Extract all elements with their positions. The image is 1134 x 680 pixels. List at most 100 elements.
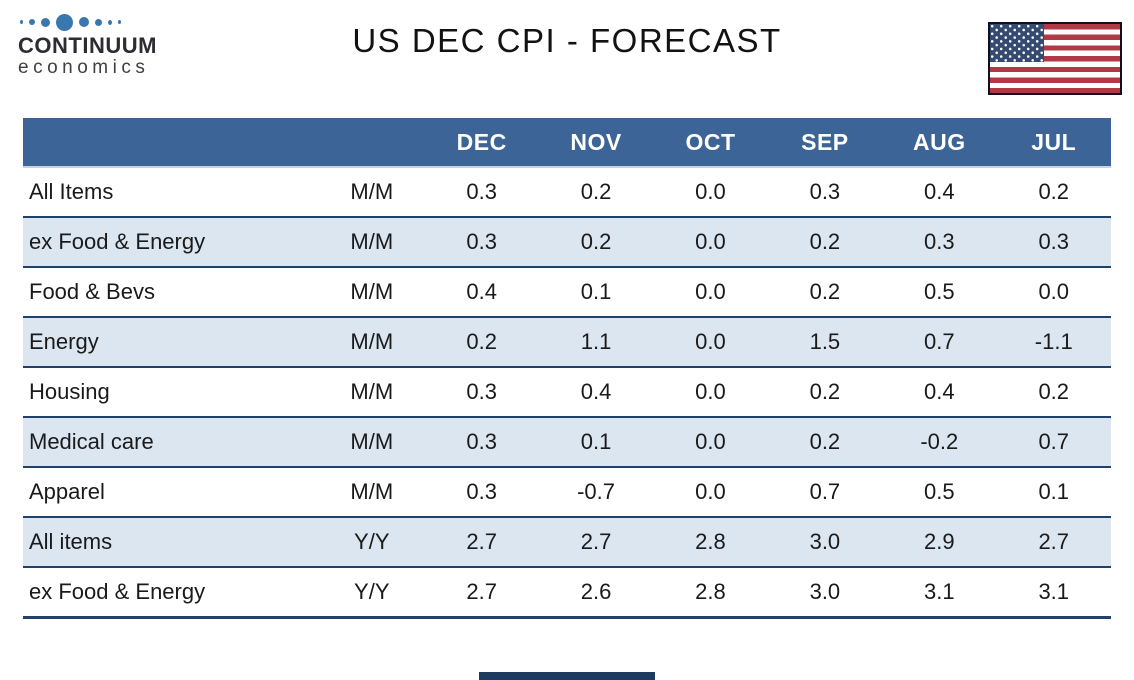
column-header: [319, 118, 425, 167]
cell-value: 0.2: [996, 166, 1111, 217]
row-label: All items: [23, 516, 320, 567]
cell-value: 2.7: [538, 516, 654, 567]
row-label: Housing: [23, 366, 320, 417]
cell-value: 0.1: [996, 466, 1111, 517]
cell-value: 2.7: [424, 516, 539, 567]
cell-value: 0.2: [767, 366, 883, 417]
cell-value: 0.3: [424, 416, 539, 467]
cell-value: 0.3: [996, 216, 1111, 267]
cell-value: 0.0: [653, 366, 768, 417]
cell-value: 0.4: [882, 366, 997, 417]
cell-value: 2.6: [538, 566, 654, 619]
row-basis: M/M: [319, 466, 425, 517]
table-row: Food & Bevs M/M 0.4 0.1 0.0 0.2 0.5 0.0: [23, 266, 1111, 317]
table-row: All Items M/M 0.3 0.2 0.0 0.3 0.4 0.2: [23, 166, 1111, 217]
row-label: Food & Bevs: [23, 266, 320, 317]
table-row: ex Food & Energy Y/Y 2.7 2.6 2.8 3.0 3.1 3.1: [23, 566, 1111, 619]
table-row: Housing M/M 0.3 0.4 0.0 0.2 0.4 0.2: [23, 366, 1111, 417]
row-label: ex Food & Energy: [23, 216, 320, 267]
row-label: Apparel: [23, 466, 320, 517]
column-header-jul: JUL: [996, 118, 1111, 167]
table-row: Medical care M/M 0.3 0.1 0.0 0.2 -0.2 0.7: [23, 416, 1111, 467]
table-row: All items Y/Y 2.7 2.7 2.8 3.0 2.9 2.7: [23, 516, 1111, 567]
cell-value: 0.3: [424, 366, 539, 417]
cell-value: 0.4: [424, 266, 539, 317]
cell-value: 0.3: [424, 466, 539, 517]
cell-value: -0.2: [882, 416, 997, 467]
row-basis: M/M: [319, 416, 425, 467]
cell-value: 0.2: [996, 366, 1111, 417]
cell-value: 0.7: [996, 416, 1111, 467]
cell-value: 3.0: [767, 516, 883, 567]
column-header-dec: DEC: [424, 118, 539, 167]
cell-value: 0.5: [882, 466, 997, 517]
cell-value: 2.7: [996, 516, 1111, 567]
continuum-logo: CONTINUUM economics: [18, 12, 157, 79]
cell-value: 0.2: [767, 216, 883, 267]
cell-value: 1.1: [538, 316, 654, 367]
cell-value: 0.2: [424, 316, 539, 367]
row-basis: M/M: [319, 316, 425, 367]
cell-value: 0.0: [996, 266, 1111, 317]
column-header-sep: SEP: [767, 118, 883, 167]
cell-value: 0.7: [767, 466, 883, 517]
row-basis: M/M: [319, 216, 425, 267]
cell-value: 2.9: [882, 516, 997, 567]
cell-value: 2.8: [653, 566, 768, 619]
cell-value: 0.2: [538, 166, 654, 217]
cell-value: 1.5: [767, 316, 883, 367]
cell-value: 3.1: [996, 566, 1111, 619]
cell-value: 0.0: [653, 266, 768, 317]
table-row: ex Food & Energy M/M 0.3 0.2 0.0 0.2 0.3 0.3: [23, 216, 1111, 267]
cell-value: 0.3: [882, 216, 997, 267]
cell-value: 0.1: [538, 416, 654, 467]
table-row: Energy M/M 0.2 1.1 0.0 1.5 0.7 -1.1: [23, 316, 1111, 367]
logo-brand-subtitle: economics: [18, 57, 150, 78]
us-flag-icon: [988, 22, 1122, 95]
cell-value: 0.3: [767, 166, 883, 217]
table-row: Apparel M/M 0.3 -0.7 0.0 0.7 0.5 0.1: [23, 466, 1111, 517]
cell-value: 0.3: [424, 216, 539, 267]
row-basis: M/M: [319, 166, 425, 217]
column-header-aug: AUG: [882, 118, 997, 167]
row-label: All Items: [23, 166, 320, 217]
cell-value: 2.7: [424, 566, 539, 619]
banner: CONTINUUM economics US DEC CPI - FORECAS…: [0, 0, 1134, 112]
cell-value: 0.2: [767, 416, 883, 467]
table-body: All Items M/M 0.3 0.2 0.0 0.3 0.4 0.2 ex Food & …: [23, 166, 1111, 619]
cell-value: 0.4: [538, 366, 654, 417]
cell-value: 0.3: [424, 166, 539, 217]
cell-value: 0.5: [882, 266, 997, 317]
row-label: ex Food & Energy: [23, 566, 320, 619]
logo-brand-name: CONTINUUM: [18, 33, 157, 58]
row-basis: M/M: [319, 266, 425, 317]
row-basis: Y/Y: [319, 566, 425, 619]
cell-value: 0.0: [653, 316, 768, 367]
us-flag-canton: [990, 24, 1044, 62]
cell-value: 3.0: [767, 566, 883, 619]
cell-value: 0.0: [653, 466, 768, 517]
row-label: Energy: [23, 316, 320, 367]
column-header: [23, 118, 320, 167]
cell-value: -1.1: [996, 316, 1111, 367]
column-header-oct: OCT: [653, 118, 768, 167]
cell-value: 0.2: [538, 216, 654, 267]
cpi-forecast-table: DEC NOV OCT SEP AUG JUL All Items M/M 0.3 0…: [23, 118, 1111, 619]
cell-value: 0.0: [653, 216, 768, 267]
cell-value: 0.2: [767, 266, 883, 317]
cell-value: 0.0: [653, 166, 768, 217]
row-label: Medical care: [23, 416, 320, 467]
bottom-bar: [479, 672, 655, 680]
cell-value: 0.0: [653, 416, 768, 467]
logo-dots-icon: [20, 12, 157, 32]
cell-value: 0.4: [882, 166, 997, 217]
row-basis: M/M: [319, 366, 425, 417]
cell-value: 0.1: [538, 266, 654, 317]
cell-value: -0.7: [538, 466, 654, 517]
table-header: DEC NOV OCT SEP AUG JUL: [23, 118, 1111, 167]
cell-value: 2.8: [653, 516, 768, 567]
cell-value: 3.1: [882, 566, 997, 619]
page-title: US DEC CPI - FORECAST: [352, 22, 782, 59]
cell-value: 0.7: [882, 316, 997, 367]
row-basis: Y/Y: [319, 516, 425, 567]
